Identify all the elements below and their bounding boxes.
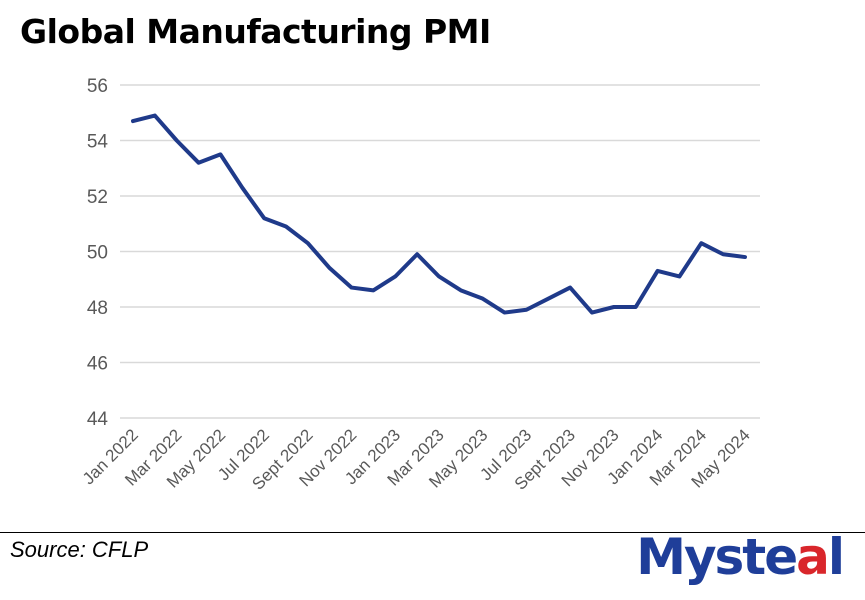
logo-text: Myste xyxy=(636,528,798,586)
y-tick-label: 52 xyxy=(87,187,108,208)
y-tick-label: 46 xyxy=(87,354,108,375)
y-tick-label: 54 xyxy=(87,132,109,153)
logo-text-end: l xyxy=(827,528,845,586)
y-tick-label: 50 xyxy=(87,243,108,264)
y-tick-label: 56 xyxy=(87,76,108,97)
y-tick-label: 44 xyxy=(87,409,109,430)
y-tick-label: 48 xyxy=(87,298,108,319)
series-line xyxy=(131,113,747,315)
source-note: Source: CFLP xyxy=(10,537,149,562)
mysteel-logo: Mysteal xyxy=(636,528,845,586)
logo-accent: a xyxy=(796,528,830,586)
chart-title: Global Manufacturing PMI xyxy=(20,12,491,51)
divider xyxy=(0,532,865,533)
